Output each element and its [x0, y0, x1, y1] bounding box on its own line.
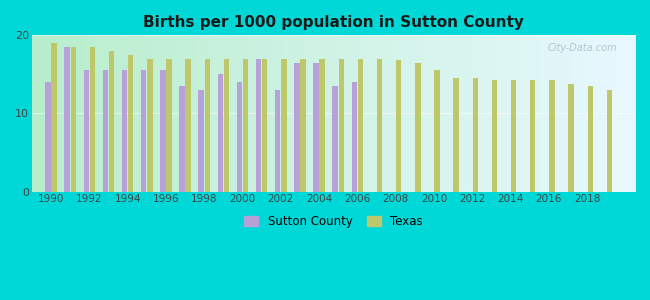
Bar: [147, 59, 153, 192]
Bar: [281, 59, 287, 192]
Bar: [568, 84, 574, 192]
Bar: [588, 86, 593, 192]
Bar: [377, 59, 382, 192]
Bar: [109, 51, 114, 192]
Bar: [352, 82, 357, 192]
Legend: Sutton County, Texas: Sutton County, Texas: [239, 210, 428, 233]
Bar: [300, 59, 306, 192]
Bar: [606, 90, 612, 192]
Bar: [454, 78, 459, 192]
Bar: [198, 90, 204, 192]
Bar: [103, 70, 108, 192]
Bar: [71, 47, 76, 192]
Bar: [492, 80, 497, 192]
Bar: [160, 70, 166, 192]
Bar: [415, 63, 421, 192]
Bar: [434, 70, 439, 192]
Bar: [205, 59, 210, 192]
Bar: [473, 78, 478, 192]
Bar: [218, 74, 223, 192]
Bar: [46, 82, 51, 192]
Bar: [549, 80, 554, 192]
Bar: [319, 59, 325, 192]
Bar: [333, 86, 338, 192]
Bar: [243, 59, 248, 192]
Bar: [122, 70, 127, 192]
Bar: [141, 70, 146, 192]
Bar: [51, 43, 57, 192]
Bar: [275, 90, 280, 192]
Bar: [64, 47, 70, 192]
Bar: [358, 59, 363, 192]
Bar: [339, 59, 344, 192]
Bar: [185, 59, 191, 192]
Bar: [256, 59, 261, 192]
Bar: [294, 63, 300, 192]
Text: City-Data.com: City-Data.com: [547, 43, 617, 53]
Bar: [262, 59, 267, 192]
Bar: [224, 59, 229, 192]
Bar: [128, 55, 133, 192]
Bar: [313, 63, 318, 192]
Bar: [179, 86, 185, 192]
Bar: [166, 59, 172, 192]
Bar: [84, 70, 89, 192]
Bar: [396, 60, 402, 192]
Bar: [237, 82, 242, 192]
Bar: [511, 80, 516, 192]
Title: Births per 1000 population in Sutton County: Births per 1000 population in Sutton Cou…: [143, 15, 524, 30]
Bar: [90, 47, 95, 192]
Bar: [530, 80, 536, 192]
